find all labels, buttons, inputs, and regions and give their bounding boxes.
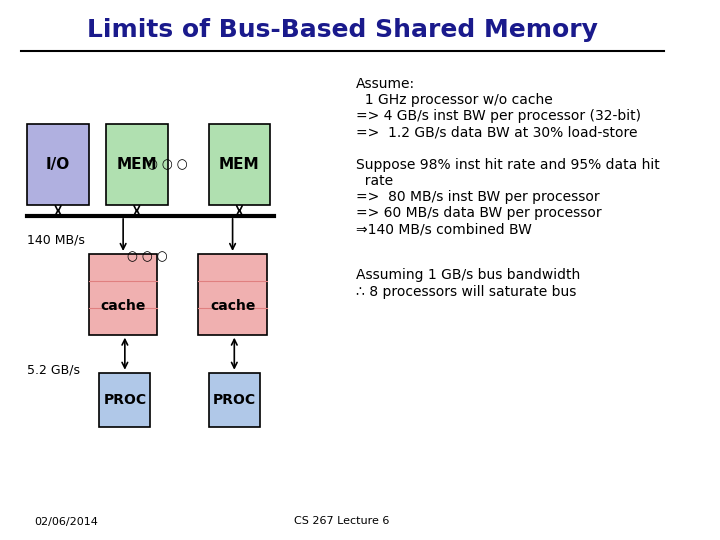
- Text: 5.2 GB/s: 5.2 GB/s: [27, 363, 81, 376]
- Text: Suppose 98% inst hit rate and 95% data hit: Suppose 98% inst hit rate and 95% data h…: [356, 158, 660, 172]
- Text: 1 GHz processor w/o cache: 1 GHz processor w/o cache: [356, 93, 552, 107]
- FancyBboxPatch shape: [199, 254, 267, 335]
- Text: 140 MB/s: 140 MB/s: [27, 234, 85, 247]
- Text: ○ ○ ○: ○ ○ ○: [148, 158, 188, 171]
- Text: PROC: PROC: [103, 393, 146, 407]
- Text: Assuming 1 GB/s bus bandwidth: Assuming 1 GB/s bus bandwidth: [356, 268, 580, 282]
- Text: PROC: PROC: [212, 393, 256, 407]
- Text: =>  1.2 GB/s data BW at 30% load-store: => 1.2 GB/s data BW at 30% load-store: [356, 125, 637, 139]
- Text: MEM: MEM: [117, 157, 157, 172]
- FancyBboxPatch shape: [106, 124, 168, 205]
- Text: CS 267 Lecture 6: CS 267 Lecture 6: [294, 516, 390, 526]
- Text: Limits of Bus-Based Shared Memory: Limits of Bus-Based Shared Memory: [86, 18, 598, 42]
- Text: => 4 GB/s inst BW per processor (32-bit): => 4 GB/s inst BW per processor (32-bit): [356, 109, 641, 123]
- FancyBboxPatch shape: [99, 373, 150, 427]
- Text: rate: rate: [356, 174, 393, 188]
- Text: ⇒140 MB/s combined BW: ⇒140 MB/s combined BW: [356, 222, 531, 237]
- Text: => 60 MB/s data BW per processor: => 60 MB/s data BW per processor: [356, 206, 601, 220]
- Text: 02/06/2014: 02/06/2014: [35, 516, 98, 526]
- Text: ∴ 8 processors will saturate bus: ∴ 8 processors will saturate bus: [356, 285, 576, 299]
- Text: =>  80 MB/s inst BW per processor: => 80 MB/s inst BW per processor: [356, 190, 599, 204]
- FancyBboxPatch shape: [209, 373, 260, 427]
- FancyBboxPatch shape: [209, 124, 270, 205]
- Text: Assume:: Assume:: [356, 77, 415, 91]
- Text: cache: cache: [210, 300, 256, 313]
- Text: ○ ○ ○: ○ ○ ○: [127, 250, 167, 263]
- FancyBboxPatch shape: [89, 254, 158, 335]
- Text: MEM: MEM: [219, 157, 260, 172]
- Text: cache: cache: [101, 300, 146, 313]
- FancyBboxPatch shape: [27, 124, 89, 205]
- Text: I/O: I/O: [46, 157, 71, 172]
